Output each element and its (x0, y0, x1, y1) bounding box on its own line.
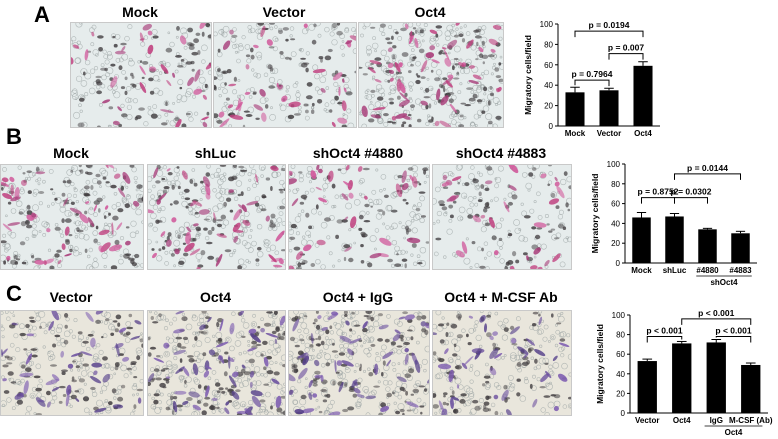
image-title-b-shluc: shLuc (194, 145, 237, 161)
category-label: M-CSF (Ab) (729, 416, 773, 425)
p-value-label: p = 0.007 (608, 43, 644, 53)
image-title-a-oct4: Oct4 (414, 4, 446, 20)
significance-bracket (641, 197, 675, 204)
micrograph-c-oct4-igg (288, 310, 430, 416)
micrograph-c-oct4 (147, 310, 286, 416)
group-label: Oct4 (725, 428, 743, 437)
image-title-c-oct4-mcsf-ab: Oct4 + M-CSF Ab (444, 289, 558, 305)
p-value-label: p = 0.0302 (671, 187, 712, 197)
image-title-b-shoct4-4880: shOct4 #4880 (312, 145, 404, 161)
category-label: #4883 (729, 266, 752, 275)
category-label: Oct4 (673, 416, 691, 425)
p-value-label: p = 0.7964 (572, 69, 613, 79)
significance-bracket (715, 336, 752, 343)
bar-chart-b: 0 20 40 60 80 100 Migratory cells/field Mock shL… (585, 158, 760, 298)
y-tick-label: 40 (544, 81, 553, 90)
y-tick-label: 60 (616, 350, 625, 359)
category-label: Vector (635, 416, 659, 425)
significance-bracket (646, 336, 683, 343)
micrograph-b-shoct4-4883 (432, 164, 572, 270)
bar (698, 229, 717, 263)
bar (633, 65, 653, 126)
y-tick-label: 80 (611, 180, 620, 189)
y-tick-label: 60 (544, 61, 553, 70)
significance-bracket (608, 53, 644, 60)
significance-bracket (574, 30, 644, 38)
category-label: #4880 (696, 266, 719, 275)
y-tick-label: 80 (544, 40, 553, 49)
bar-chart-c: 0 20 40 60 80 100 Migratory cells/field Vector O… (590, 300, 773, 437)
y-axis-label: Migratory cells/field (523, 35, 533, 115)
p-value-label: p < 0.001 (646, 326, 682, 336)
micrograph-a-mock (70, 22, 212, 128)
bar (731, 233, 750, 263)
p-value-label: p = 0.0194 (589, 20, 630, 30)
y-axis-label: Migratory cells/field (595, 324, 605, 404)
p-value-label: p = 0.0144 (687, 163, 728, 173)
category-label: Mock (631, 266, 652, 275)
y-tick-label: 80 (616, 331, 625, 340)
significance-bracket (574, 79, 610, 87)
category-label: Mock (565, 129, 586, 138)
image-title-c-vector: Vector (49, 289, 93, 305)
bar (665, 216, 684, 263)
micrograph-c-vector (0, 310, 144, 416)
image-title-a-mock: Mock (122, 4, 158, 20)
micrograph-b-mock (0, 164, 144, 270)
micrograph-a-oct4 (358, 22, 504, 128)
category-label: Vector (597, 129, 621, 138)
bar-chart-a: 0 20 40 60 80 100 Migratory cells/field Mock Vec… (520, 2, 670, 140)
y-tick-label: 20 (611, 239, 620, 248)
y-tick-label: 0 (621, 409, 626, 418)
y-tick-label: 100 (540, 20, 554, 29)
group-label: shOct4 (710, 278, 738, 287)
y-tick-label: 0 (549, 122, 554, 131)
image-title-b-shoct4-4883: shOct4 #4883 (455, 145, 547, 161)
p-value-label: p < 0.001 (715, 326, 751, 336)
significance-bracket (674, 197, 708, 204)
image-title-c-oct4-igg: Oct4 + IgG (322, 289, 394, 305)
image-title-b-mock: Mock (53, 145, 89, 161)
image-title-c-oct4: Oct4 (199, 289, 232, 305)
panel-letter-c: C (6, 281, 22, 306)
y-tick-label: 0 (616, 259, 621, 268)
y-tick-label: 20 (544, 102, 553, 111)
y-tick-label: 100 (607, 160, 621, 169)
micrograph-b-shoct4-4880 (288, 164, 430, 270)
p-value-label: p < 0.001 (698, 308, 734, 318)
y-tick-label: 20 (616, 389, 625, 398)
image-title-a-vector: Vector (262, 4, 306, 20)
micrograph-a-vector (213, 22, 357, 128)
bar (599, 90, 619, 126)
y-tick-label: 100 (612, 311, 626, 320)
panel-letter-a: A (34, 2, 50, 27)
micrograph-b-shluc (147, 164, 286, 270)
bar (565, 92, 585, 126)
significance-bracket (674, 173, 741, 180)
bar (637, 361, 657, 413)
micrograph-c-oct4-mcsf-ab (432, 310, 572, 416)
y-axis-label: Migratory cells/field (590, 174, 600, 254)
panel-letter-b: B (6, 124, 22, 149)
bar (706, 342, 726, 413)
bar (632, 217, 651, 263)
bar (741, 364, 761, 413)
category-label: IgG (710, 416, 723, 425)
y-tick-label: 40 (616, 370, 625, 379)
y-tick-label: 60 (611, 200, 620, 209)
category-label: shLuc (663, 266, 687, 275)
p-value-label: p = 0.8752 (638, 187, 679, 197)
category-label: Oct4 (634, 129, 652, 138)
bar (672, 343, 692, 413)
significance-bracket (681, 318, 752, 325)
y-tick-label: 40 (611, 219, 620, 228)
